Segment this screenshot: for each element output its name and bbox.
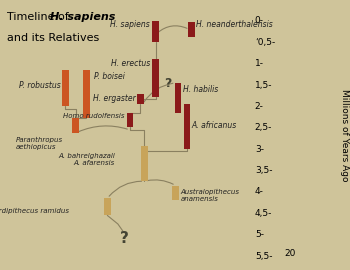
Text: P. robustus: P. robustus	[19, 80, 61, 90]
Text: Timeline of: Timeline of	[7, 12, 72, 22]
Bar	[127, 113, 133, 127]
Text: Ardipithecus ramidus: Ardipithecus ramidus	[0, 208, 70, 214]
Bar	[152, 21, 159, 42]
Text: H. neanderthalensis: H. neanderthalensis	[196, 20, 272, 29]
Text: 3,5-: 3,5-	[255, 166, 272, 175]
Bar	[172, 185, 179, 200]
Text: ‘0,5-: ‘0,5-	[255, 38, 275, 47]
Text: and its Relatives: and its Relatives	[7, 33, 99, 43]
Bar	[175, 83, 181, 113]
Bar	[188, 22, 195, 37]
Text: 3-: 3-	[255, 145, 264, 154]
Bar	[72, 118, 79, 133]
Text: A. bahrelghazali
A. afarensis: A. bahrelghazali A. afarensis	[58, 153, 115, 166]
Text: 4-: 4-	[255, 187, 264, 197]
Bar	[141, 146, 148, 181]
Text: H. sapiens: H. sapiens	[110, 20, 149, 29]
Bar	[83, 70, 90, 118]
Text: ?: ?	[164, 77, 172, 90]
Bar	[152, 59, 159, 97]
Text: 5-: 5-	[255, 230, 264, 239]
Text: A. africanus: A. africanus	[191, 121, 236, 130]
Text: Paranthropus
aethiopicus: Paranthropus aethiopicus	[15, 137, 63, 150]
Text: P. boisei: P. boisei	[94, 72, 125, 81]
Text: 4,5-: 4,5-	[255, 209, 272, 218]
Text: 20: 20	[284, 249, 295, 258]
Text: 2-: 2-	[255, 102, 264, 111]
Text: 1-: 1-	[255, 59, 264, 68]
Text: H. ergaster: H. ergaster	[93, 94, 135, 103]
Text: 0-: 0-	[255, 16, 264, 25]
Text: Australopithecus
anamensis: Australopithecus anamensis	[181, 188, 239, 202]
Bar	[137, 94, 144, 104]
Text: ?: ?	[119, 231, 128, 246]
Text: H. erectus: H. erectus	[111, 59, 150, 68]
Text: H. habilis: H. habilis	[183, 85, 218, 94]
Text: 1,5-: 1,5-	[255, 80, 272, 90]
Bar	[184, 104, 190, 149]
Bar	[104, 198, 111, 215]
Text: 2,5-: 2,5-	[255, 123, 272, 132]
Text: 5,5-: 5,5-	[255, 252, 272, 261]
Text: Homo rudolfensis: Homo rudolfensis	[63, 113, 125, 119]
Text: Millions of Years Ago: Millions of Years Ago	[340, 89, 349, 181]
Bar	[62, 70, 69, 106]
Text: H. sapiens: H. sapiens	[50, 12, 116, 22]
